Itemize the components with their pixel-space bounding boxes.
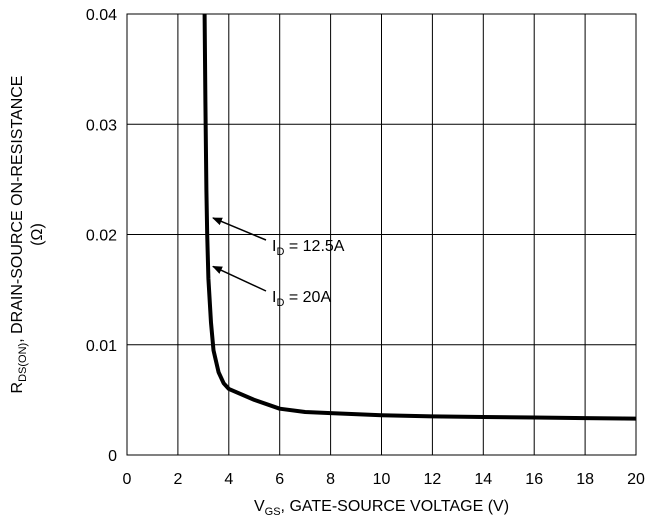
y-tick-label: 0.01: [86, 338, 117, 355]
annotation-arrow: [212, 217, 267, 241]
grid: [127, 14, 636, 455]
y-axis-ticks: 0 0.01 0.02 0.03 0.04: [86, 7, 117, 465]
series-line: [202, 13, 637, 421]
x-tick-label: 20: [627, 471, 645, 488]
annotation-arrow: [212, 265, 267, 292]
x-tick-label: 16: [525, 471, 543, 488]
x-tick-label: 8: [326, 471, 335, 488]
annotation-label: ID = 12.5A: [272, 238, 345, 258]
x-tick-label: 10: [373, 471, 391, 488]
x-tick-label: 18: [576, 471, 594, 488]
y-axis-title: RDS(ON), DRAIN-SOURCE ON-RESISTANCE: [9, 76, 29, 394]
plot-frame: [126, 13, 637, 456]
x-tick-label: 14: [474, 471, 492, 488]
y-axis-title-unit: (Ω): [29, 223, 46, 246]
x-tick-label: 12: [424, 471, 442, 488]
x-axis-title: VGS, GATE-SOURCE VOLTAGE (V): [254, 498, 509, 518]
annotations: ID = 12.5A ID = 20A: [212, 217, 345, 309]
y-tick-label: 0.02: [86, 228, 117, 245]
y-tick-label: 0.04: [86, 7, 117, 24]
y-tick-label: 0.03: [86, 117, 117, 134]
annotation-label: ID = 20A: [272, 289, 331, 309]
y-tick-label: 0: [108, 448, 117, 465]
x-tick-label: 4: [224, 471, 233, 488]
x-tick-label: 0: [123, 471, 132, 488]
x-tick-label: 6: [275, 471, 284, 488]
x-axis-ticks: 0 2 4 6 8 10 12 14 16 18 20: [123, 471, 645, 488]
x-tick-label: 2: [173, 471, 182, 488]
